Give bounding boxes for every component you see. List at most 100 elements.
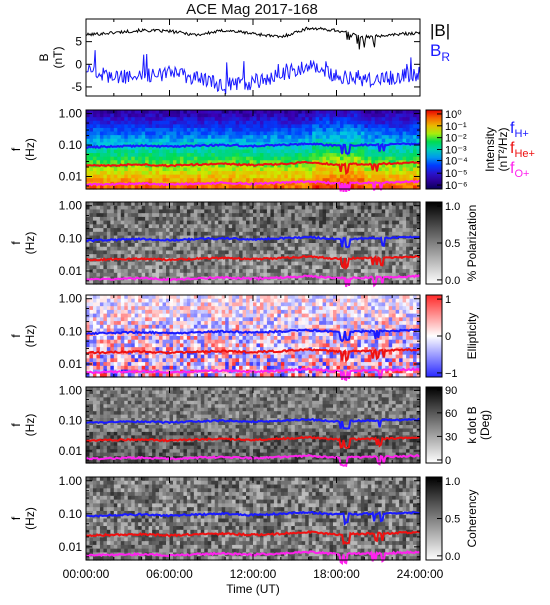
spectrogram-cell [250, 124, 254, 128]
spectrogram-cell [253, 243, 257, 247]
spectrogram-cell [173, 299, 177, 303]
spectrogram-cell [396, 124, 400, 128]
spectrogram-cell [190, 128, 194, 132]
spectrogram-cell [330, 224, 334, 228]
spectrogram-cell [256, 299, 260, 303]
spectrogram-cell [166, 247, 170, 251]
spectrogram-cell [323, 247, 327, 251]
spectrogram-cell [357, 269, 361, 273]
spectrogram-cell [246, 150, 250, 154]
spectrogram-cell [170, 128, 174, 132]
spectrogram-cell [298, 175, 302, 179]
spectrogram-cell [364, 135, 368, 139]
spectrogram-cell [135, 150, 139, 154]
spectrogram-cell [323, 224, 327, 228]
spectrogram-cell [197, 206, 201, 210]
spectrogram-cell [225, 139, 229, 143]
spectrogram-cell [173, 306, 177, 310]
spectrogram-cell [413, 124, 417, 128]
spectrogram-cell [260, 139, 264, 143]
spectrogram-cell [138, 247, 142, 251]
spectrogram-cell [392, 302, 396, 306]
spectrogram-cell [337, 247, 341, 251]
spectrogram-cell [330, 124, 334, 128]
spectrogram-cell [149, 139, 153, 143]
spectrogram-cell [156, 247, 160, 251]
spectrogram-cell [190, 295, 194, 299]
spectrogram-cell [236, 265, 240, 269]
spectrogram-cell [211, 202, 215, 206]
spectrogram-cell [316, 213, 320, 217]
spectrogram-cell [347, 310, 351, 314]
spectrogram-cell [284, 265, 288, 269]
spectrogram-cell [406, 167, 410, 171]
spectrogram-cell [368, 299, 372, 303]
spectrogram-cell [239, 175, 243, 179]
spectrogram-cell [284, 167, 288, 171]
spectrogram-cell [86, 243, 90, 247]
spectrogram-cell [173, 217, 177, 221]
spectrogram-cell [204, 206, 208, 210]
spectrogram-cell [385, 150, 389, 154]
spectrogram-cell [138, 167, 142, 171]
spectrogram-cell [159, 202, 163, 206]
spectrogram-cell [131, 209, 135, 213]
spectrogram-cell [361, 310, 365, 314]
spectrogram-cell [145, 206, 149, 210]
spectrogram-cell [232, 178, 236, 182]
spectrogram-cell [337, 206, 341, 210]
spectrogram-cell [183, 206, 187, 210]
spectrogram-cell [284, 224, 288, 228]
spectrogram-cell [159, 314, 163, 318]
spectrogram-cell [291, 224, 295, 228]
spectrogram-cell [183, 262, 187, 266]
spectrogram-cell [243, 221, 247, 225]
spectrogram-cell [135, 310, 139, 314]
spectrogram-cell [180, 250, 184, 254]
spectrogram-cell [163, 150, 167, 154]
spectrogram-cell [274, 302, 278, 306]
spectrogram-cell [333, 132, 337, 136]
spectrogram-cell [399, 175, 403, 179]
spectrogram-cell [166, 310, 170, 314]
spectrogram-cell [246, 135, 250, 139]
spectrogram-cell [389, 117, 393, 121]
spectrogram-cell [364, 262, 368, 266]
spectrogram-cell [149, 269, 153, 273]
spectrogram-cell [124, 150, 128, 154]
spectrogram-cell [190, 224, 194, 228]
spectrogram-cell [295, 206, 299, 210]
spectrogram-cell [232, 310, 236, 314]
spectrogram-cell [392, 150, 396, 154]
spectrogram-cell [145, 306, 149, 310]
spectrogram-cell [281, 265, 285, 269]
spectrogram-cell [396, 150, 400, 154]
spectrogram-cell [225, 262, 229, 266]
spectrogram-cell [86, 206, 90, 210]
spectrogram-cell [267, 171, 271, 175]
spectrogram-cell [194, 209, 198, 213]
spectrogram-cell [103, 295, 107, 299]
spectrogram-cell [357, 250, 361, 254]
spectrogram-cell [170, 221, 174, 225]
spectrogram-cell [270, 262, 274, 266]
spectrogram-cell [176, 139, 180, 143]
spectrogram-cell [312, 157, 316, 161]
spectrogram-cell [121, 213, 125, 217]
spectrogram-cell [260, 299, 264, 303]
spectrogram-cell [204, 273, 208, 277]
spectrogram-cell [298, 209, 302, 213]
spectrogram-cell [396, 128, 400, 132]
spectrogram-cell [375, 150, 379, 154]
spectrogram-cell [284, 146, 288, 150]
spectrogram-cell [312, 295, 316, 299]
spectrogram-cell [89, 167, 93, 171]
spectrogram-cell [403, 247, 407, 251]
spectrogram-cell [159, 117, 163, 121]
spectrogram-cell [330, 243, 334, 247]
spectrogram-cell [218, 114, 222, 118]
spectrogram-cell [121, 232, 125, 236]
spectrogram-cell [316, 243, 320, 247]
spectrogram-cell [350, 221, 354, 225]
spectrogram-cell [319, 228, 323, 232]
